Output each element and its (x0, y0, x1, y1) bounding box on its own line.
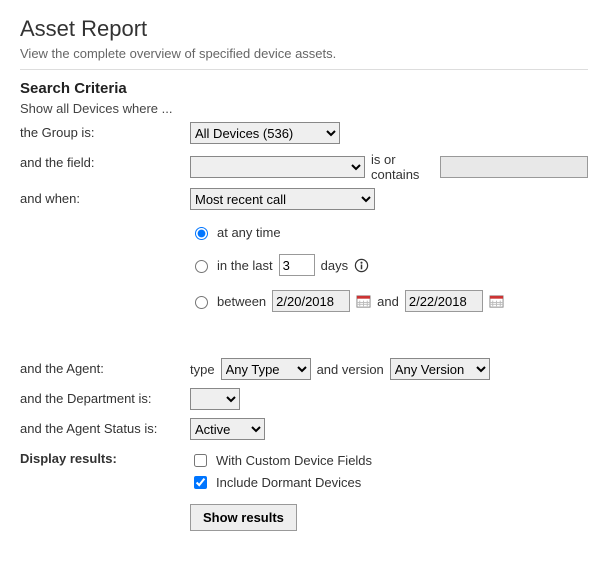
agent-type-label: type (190, 362, 215, 377)
dormant-checkbox[interactable] (194, 476, 207, 489)
agent-status-label: and the Agent Status is: (20, 418, 190, 436)
when-between-and: and (377, 294, 399, 309)
agent-label: and the Agent: (20, 358, 190, 376)
custom-fields-checkbox[interactable] (194, 454, 207, 467)
page-subtitle: View the complete overview of specified … (20, 46, 588, 61)
show-results-button[interactable]: Show results (190, 504, 297, 531)
agent-type-select[interactable]: Any Type (221, 358, 311, 380)
field-label: and the field: (20, 152, 190, 170)
when-between-prefix: between (217, 294, 266, 309)
agent-version-label: and version (317, 362, 384, 377)
dormant-label: Include Dormant Devices (216, 475, 361, 490)
date-to-input[interactable] (405, 290, 483, 312)
agent-status-select[interactable]: Active (190, 418, 265, 440)
when-radio-any[interactable] (195, 227, 208, 240)
when-radio-last[interactable] (195, 260, 208, 273)
calendar-icon[interactable] (356, 294, 371, 309)
field-value-input[interactable] (440, 156, 588, 178)
when-radio-between[interactable] (195, 296, 208, 309)
calendar-icon[interactable] (489, 294, 504, 309)
section-title: Search Criteria (20, 80, 588, 97)
group-select[interactable]: All Devices (536) (190, 122, 340, 144)
when-last-value[interactable] (279, 254, 315, 276)
group-label: the Group is: (20, 122, 190, 140)
when-last-prefix: in the last (217, 258, 273, 273)
when-last-suffix: days (321, 258, 348, 273)
when-option-any: at any time (217, 225, 281, 240)
department-select[interactable] (190, 388, 240, 410)
info-icon[interactable] (354, 258, 369, 273)
custom-fields-label: With Custom Device Fields (216, 453, 372, 468)
page-title: Asset Report (20, 16, 588, 42)
divider (20, 69, 588, 70)
field-connector: is or contains (371, 152, 434, 182)
results-label: Display results: (20, 448, 190, 466)
when-label: and when: (20, 188, 190, 206)
field-select[interactable] (190, 156, 365, 178)
section-intro: Show all Devices where ... (20, 101, 588, 116)
date-from-input[interactable] (272, 290, 350, 312)
department-label: and the Department is: (20, 388, 190, 406)
when-select[interactable]: Most recent call (190, 188, 375, 210)
agent-version-select[interactable]: Any Version (390, 358, 490, 380)
